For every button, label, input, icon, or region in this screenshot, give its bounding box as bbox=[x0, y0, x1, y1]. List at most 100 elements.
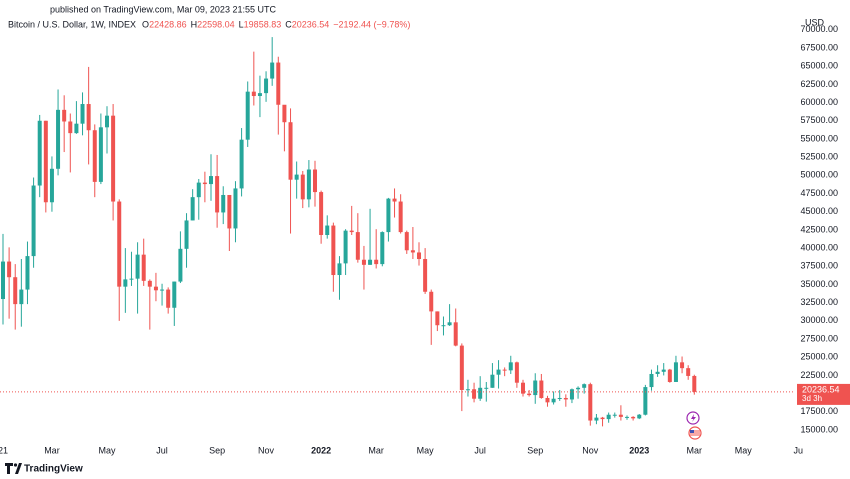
y-tick-label: 37500.00 bbox=[800, 261, 838, 271]
y-tick-label: 50000.00 bbox=[800, 170, 838, 180]
candle-body bbox=[270, 62, 275, 79]
legend-field-label: C bbox=[285, 19, 292, 29]
y-tick-label: 67500.00 bbox=[800, 42, 838, 52]
candle-body bbox=[680, 362, 685, 369]
candle-body bbox=[117, 201, 122, 287]
candle-body bbox=[374, 259, 379, 265]
event-icons bbox=[686, 411, 702, 440]
candle-body bbox=[661, 369, 666, 372]
candle-body bbox=[557, 397, 562, 399]
candle-body bbox=[435, 311, 440, 326]
plot-area bbox=[0, 37, 697, 427]
candle-body bbox=[527, 393, 532, 396]
candle-body bbox=[686, 368, 691, 376]
candle-body bbox=[582, 384, 587, 388]
candle-body bbox=[349, 230, 354, 233]
legend-value: 20236.54 bbox=[292, 19, 330, 29]
candle-body bbox=[147, 280, 152, 287]
candle-body bbox=[563, 397, 568, 400]
candle-body bbox=[184, 220, 189, 249]
y-tick-label: 60000.00 bbox=[800, 97, 838, 107]
candle-body bbox=[104, 115, 109, 128]
legend-field-label: H bbox=[191, 19, 198, 29]
candle-body bbox=[380, 232, 385, 265]
candle-body bbox=[37, 120, 42, 186]
x-tick-label: Mar bbox=[44, 445, 60, 455]
candle-body bbox=[43, 120, 48, 203]
candle-body bbox=[98, 127, 103, 182]
candle-body bbox=[465, 389, 470, 391]
candle-body bbox=[539, 380, 544, 398]
candle-body bbox=[300, 174, 305, 200]
candle-body bbox=[429, 291, 434, 312]
candle-body bbox=[313, 169, 318, 193]
candle-body bbox=[160, 289, 165, 291]
x-tick-label: Jul bbox=[156, 445, 168, 455]
candle-body bbox=[404, 232, 409, 251]
y-tick-label: 55000.00 bbox=[800, 133, 838, 143]
candle-body bbox=[618, 414, 623, 417]
candle-body bbox=[49, 168, 54, 203]
candle-body bbox=[649, 373, 654, 388]
x-tick-label: 2022 bbox=[311, 445, 331, 455]
last-price-label: 20236.54 bbox=[802, 384, 840, 394]
legend-field-label: L bbox=[239, 19, 244, 29]
candle-body bbox=[606, 414, 611, 420]
x-tick-label: May bbox=[735, 445, 753, 455]
candle-body bbox=[74, 123, 79, 134]
candle-body bbox=[496, 369, 501, 375]
legend-value: 22428.86 bbox=[149, 19, 187, 29]
candle-body bbox=[245, 91, 250, 140]
candle-body bbox=[31, 185, 36, 257]
candle-body bbox=[625, 416, 630, 418]
y-tick-label: 70000.00 bbox=[800, 24, 838, 34]
candle-body bbox=[306, 169, 311, 200]
countdown: 3d 3h bbox=[802, 394, 822, 403]
logo-mark bbox=[15, 463, 22, 474]
candle-body bbox=[129, 278, 134, 280]
candle-body bbox=[417, 252, 422, 260]
candle-body bbox=[13, 277, 18, 305]
candle-body bbox=[264, 78, 269, 94]
candle-body bbox=[276, 62, 281, 105]
candle-body bbox=[282, 104, 287, 123]
candle-body bbox=[86, 104, 91, 131]
candle-body bbox=[172, 281, 177, 308]
y-tick-label: 42500.00 bbox=[800, 224, 838, 234]
x-tick-label: Sep bbox=[527, 445, 543, 455]
x-tick-label: May bbox=[417, 445, 435, 455]
candle-body bbox=[80, 104, 85, 124]
candle-body bbox=[325, 225, 330, 236]
candle-body bbox=[319, 192, 324, 236]
candle-body bbox=[62, 109, 67, 122]
candle-body bbox=[478, 387, 483, 399]
candle-body bbox=[25, 256, 30, 290]
x-tick-label: Mar bbox=[368, 445, 384, 455]
candle-body bbox=[257, 93, 262, 97]
y-tick-label: 57500.00 bbox=[800, 115, 838, 125]
candle-body bbox=[68, 121, 73, 134]
brand-logo: TradingView bbox=[5, 463, 83, 475]
candle-body bbox=[545, 397, 550, 403]
candle-body bbox=[612, 414, 617, 416]
candle-body bbox=[178, 248, 183, 282]
candle-body bbox=[410, 250, 415, 253]
candle-body bbox=[135, 254, 140, 279]
y-tick-label: 15000.00 bbox=[800, 424, 838, 434]
candle-body bbox=[576, 387, 581, 390]
candle-body bbox=[196, 182, 201, 198]
y-tick-label: 27500.00 bbox=[800, 333, 838, 343]
candle-body bbox=[655, 371, 660, 374]
candle-body bbox=[508, 362, 513, 371]
currency: USD bbox=[805, 17, 825, 27]
candle-body bbox=[111, 115, 116, 202]
candle-body bbox=[631, 416, 636, 419]
last-price-box bbox=[797, 383, 850, 405]
candle-body bbox=[251, 91, 256, 97]
candle-body bbox=[484, 387, 489, 389]
candle-body bbox=[215, 176, 220, 213]
legend-field-label: O bbox=[142, 19, 149, 29]
y-tick-label: 25000.00 bbox=[800, 352, 838, 362]
economic-event-icon bbox=[690, 430, 700, 436]
